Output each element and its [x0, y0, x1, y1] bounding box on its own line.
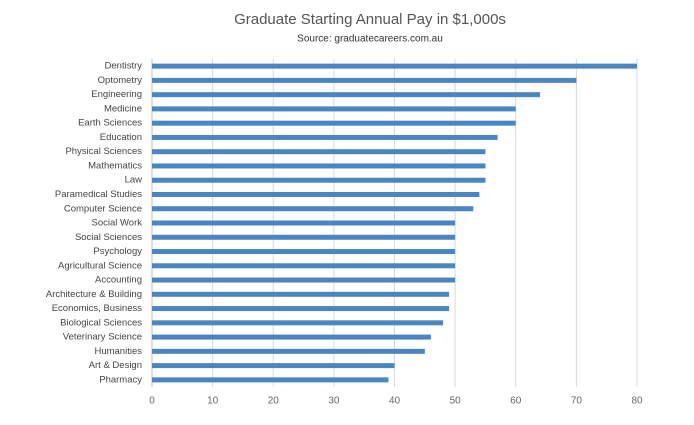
bar [152, 263, 456, 269]
y-tick-label: Social Work [91, 218, 142, 229]
y-tick-label: Humanities [94, 346, 142, 357]
x-tick-label: 20 [268, 396, 280, 407]
y-tick-label: Veterinary Science [63, 332, 142, 343]
x-tick-label: 30 [328, 396, 340, 407]
bar [152, 377, 389, 383]
y-tick-label: Pharmacy [99, 374, 142, 385]
y-tick-label: Physical Sciences [65, 146, 142, 157]
bar [152, 277, 456, 283]
bar [152, 149, 486, 155]
bar [152, 120, 516, 126]
y-tick-label: Optometry [98, 75, 143, 86]
bar [152, 92, 540, 98]
bar [152, 191, 480, 197]
bar [152, 206, 474, 212]
bar [152, 320, 443, 326]
bar [152, 220, 456, 226]
bar [152, 291, 450, 297]
x-tick-label: 10 [207, 396, 219, 407]
chart-subtitle: Source: graduatecareers.com.au [297, 34, 443, 45]
bar [152, 63, 637, 69]
x-tick-label: 0 [149, 396, 155, 407]
y-tick-label: Art & Design [89, 360, 142, 371]
bar [152, 363, 395, 369]
bar [152, 234, 456, 240]
x-tick-label: 60 [510, 396, 522, 407]
x-tick-label: 50 [450, 396, 462, 407]
y-tick-label: Earth Sciences [78, 118, 142, 129]
y-tick-label: Biological Sciences [60, 317, 142, 328]
y-tick-label: Paramedical Studies [55, 189, 142, 200]
bar [152, 77, 577, 83]
chart-title: Graduate Starting Annual Pay in $1,000s [234, 11, 506, 28]
y-tick-label: Law [125, 175, 143, 186]
y-tick-label: Architecture & Building [46, 289, 142, 300]
bar [152, 249, 456, 255]
y-tick-label: Economics, Business [52, 303, 143, 314]
y-tick-label: Accounting [95, 275, 142, 286]
bar [152, 106, 516, 112]
bar [152, 334, 431, 340]
y-tick-label: Computer Science [64, 203, 142, 214]
bar [152, 177, 486, 183]
y-tick-label: Engineering [91, 89, 142, 100]
y-tick-label: Medicine [104, 103, 142, 114]
bar [152, 163, 486, 169]
bar [152, 348, 425, 354]
x-tick-label: 70 [571, 396, 583, 407]
bar [152, 134, 498, 140]
y-tick-label: Dentistry [105, 61, 143, 72]
y-tick-label: Education [100, 132, 142, 143]
x-tick-label: 80 [631, 396, 643, 407]
y-tick-label: Mathematics [88, 160, 142, 171]
y-tick-label: Social Sciences [75, 232, 142, 243]
bar [152, 306, 450, 312]
y-tick-label: Agricultural Science [58, 260, 142, 271]
x-tick-label: 40 [389, 396, 401, 407]
y-tick-label: Psychology [93, 246, 142, 257]
